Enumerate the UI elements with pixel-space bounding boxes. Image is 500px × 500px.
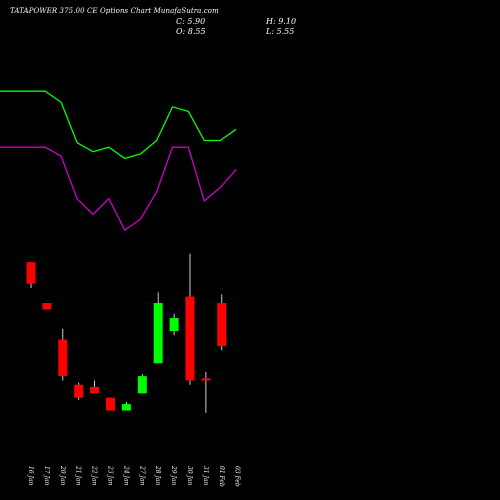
candle-body-down: [26, 262, 36, 284]
candle-body-up: [153, 303, 163, 364]
x-axis-label: 01 Feb: [218, 466, 225, 487]
chart-title: TATAPOWER 375.00 CE Options Chart Munafa…: [10, 7, 219, 15]
x-axis-label: 17 Jan: [43, 466, 50, 486]
x-axis-label: 20 Jan: [59, 465, 66, 486]
candle-body-down: [74, 384, 84, 398]
x-axis-label: 27 Jan: [138, 465, 145, 486]
x-axis-label: 16 Jan: [27, 466, 34, 486]
low-value: L: 5.55: [266, 27, 295, 36]
x-axis-label: 23 Jan: [107, 465, 114, 486]
candle-body-up: [121, 404, 131, 411]
x-axis-label: 24 Jan: [122, 465, 129, 486]
candle-body-down: [58, 339, 68, 377]
x-axis-label: 03 Feb: [234, 466, 241, 487]
x-axis-label: 31 Jan: [202, 466, 209, 486]
close-value: C: 5.90: [176, 17, 206, 26]
candle-body-down: [106, 397, 115, 411]
x-axis-label: 29 Jan: [170, 465, 177, 486]
x-axis-label: 30 Jan: [186, 466, 193, 486]
candle-body-down: [185, 296, 195, 381]
lower-band-line: [0, 146, 237, 232]
candle-body-down: [217, 303, 227, 347]
candle-body-up: [169, 318, 179, 331]
x-axis-label: 22 Jan: [91, 465, 98, 486]
upper-band-line: [0, 90, 237, 160]
candle-body-up: [137, 376, 147, 394]
candle-body-down: [42, 303, 52, 310]
x-axis-label: 21 Jan: [75, 465, 82, 486]
high-value: H: 9.10: [266, 17, 297, 26]
open-value: O: 8.55: [176, 27, 206, 36]
x-axis-label: 28 Jan: [154, 465, 161, 486]
candle-body-down: [201, 378, 211, 381]
candle-body-down: [90, 386, 100, 394]
